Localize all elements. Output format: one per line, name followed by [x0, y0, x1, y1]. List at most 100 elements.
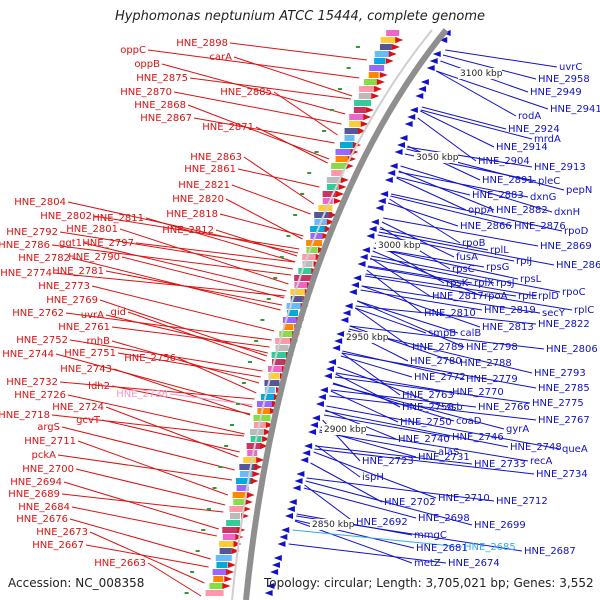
kbp-tick-background: [414, 152, 458, 163]
feature-block: [294, 275, 313, 281]
reverse-gene-arrow: [399, 135, 408, 141]
reverse-gene-arrow: [270, 569, 279, 575]
feature-block: [326, 184, 338, 190]
forward-leader-line: [215, 229, 298, 257]
feature-block: [322, 198, 333, 204]
reverse-leader-line: [421, 106, 507, 130]
feature-block: [268, 373, 280, 379]
reverse-gene-label: HNE_2882: [496, 205, 548, 216]
forward-gene-arrow: [340, 177, 349, 183]
reverse-gene-label: fusA: [456, 252, 478, 263]
forward-leader-line: [59, 381, 255, 400]
reverse-leader-line: [304, 484, 355, 523]
forward-gene-arrow: [360, 121, 369, 127]
reverse-gene-label: rplJ: [516, 256, 532, 267]
reverse-gene-label: alaS: [438, 447, 459, 458]
reverse-leader-line: [355, 305, 537, 325]
kbp-tick-label: 3000 kbp: [378, 241, 421, 251]
forward-gene-label: HNE_2811: [92, 213, 144, 224]
forward-leader-line: [117, 352, 261, 378]
forward-gene-arrow: [338, 184, 347, 190]
feature-block: [264, 387, 275, 393]
forward-gene-label: oppC: [120, 45, 146, 56]
forward-leader-line: [67, 394, 245, 435]
forward-gene-arrow: [374, 86, 383, 92]
forward-leader-line: [193, 117, 335, 144]
reverse-leader-line: [326, 405, 561, 450]
reverse-leader-line: [313, 451, 437, 499]
forward-gene-arrow: [256, 457, 265, 463]
forward-gene-arrow: [358, 128, 367, 134]
reverse-gene-arrow: [397, 142, 406, 148]
forward-gene-label: HNE_2773: [38, 281, 90, 292]
forward-gene-arrow: [376, 79, 385, 85]
kbp-tick-label: 2850 kbp: [312, 520, 355, 530]
forward-gene-label: HNE_2700: [22, 464, 74, 475]
reverse-leader-line: [373, 247, 519, 280]
feature-block: [212, 569, 228, 575]
gc-tick: [286, 235, 291, 237]
reverse-gene-label: HNE_2712: [496, 496, 548, 507]
forward-gene-label: uvrA: [81, 310, 104, 321]
reverse-gene-label: HNE_2779: [466, 374, 518, 385]
reverse-gene-label: HNE_2698: [418, 513, 470, 524]
feature-block: [219, 548, 232, 554]
reverse-leader-line: [334, 376, 531, 404]
reverse-gene-arrow: [429, 58, 438, 64]
feature-block: [310, 233, 323, 239]
forward-gene-label: argS: [37, 422, 60, 433]
feature-block: [302, 261, 313, 267]
feature-block: [359, 86, 378, 92]
reverse-gene-label: HNE_2731: [418, 452, 470, 463]
reverse-gene-label: HNE_2681: [416, 543, 468, 554]
forward-gene-label: oppB: [134, 59, 160, 70]
forward-leader-line: [119, 228, 289, 285]
reverse-gene-label: HNE_2750: [400, 417, 452, 428]
forward-gene-arrow: [365, 107, 374, 113]
forward-gene-label: HNE_2743: [60, 364, 112, 375]
forward-leader-line: [55, 353, 253, 408]
forward-gene-arrow: [371, 93, 380, 99]
forward-leader-line: [111, 385, 251, 415]
reverse-gene-label: HNE_2674: [448, 558, 500, 569]
feature-block: [239, 464, 258, 470]
feature-block: [232, 492, 249, 498]
reverse-gene-label: HNE_2904: [478, 156, 530, 167]
feature-block: [226, 520, 241, 526]
gc-tick: [190, 571, 195, 573]
feature-block: [363, 79, 378, 85]
feature-block: [216, 562, 228, 568]
gc-tick: [300, 193, 305, 195]
feature-block: [298, 268, 313, 274]
feature-blocks: [184, 30, 451, 596]
forward-gene-label: HNE_2861: [184, 164, 236, 175]
reverse-leader-line: [292, 529, 463, 548]
forward-leader-line: [231, 184, 311, 215]
reverse-gene-label: rpoC: [562, 287, 586, 298]
reverse-gene-arrow: [368, 226, 377, 232]
forward-gene-label: HNE_2786: [0, 240, 50, 251]
kbp-tick-label: 3050 kbp: [416, 153, 459, 163]
reverse-gene-arrow: [351, 282, 360, 288]
reverse-gene-label: ispH: [362, 472, 384, 483]
feature-block: [290, 289, 308, 295]
forward-gene-arrow: [224, 576, 233, 582]
forward-leader-line: [273, 91, 338, 136]
reverse-gene-arrow: [375, 205, 384, 211]
reverse-gene-arrow: [418, 86, 427, 92]
reverse-gene-arrow: [302, 450, 311, 456]
reverse-gene-label: pleC: [538, 176, 560, 187]
feature-block: [253, 415, 271, 421]
feature-block: [331, 163, 349, 169]
gc-tick: [329, 109, 334, 111]
reverse-gene-arrow: [304, 443, 313, 449]
reverse-gene-label: rpsJ: [496, 278, 515, 289]
feature-block: [230, 513, 241, 519]
accession-text: Accession: NC_008358: [8, 576, 145, 590]
forward-gene-label: HNE_2761: [58, 322, 110, 333]
forward-gene-arrow: [329, 212, 338, 218]
reverse-gene-label: dxnH: [554, 207, 580, 218]
reverse-gene-arrow: [357, 261, 366, 267]
forward-gene-label: HNE_2732: [6, 377, 58, 388]
reverse-gene-label: HNE_2793: [534, 368, 586, 379]
